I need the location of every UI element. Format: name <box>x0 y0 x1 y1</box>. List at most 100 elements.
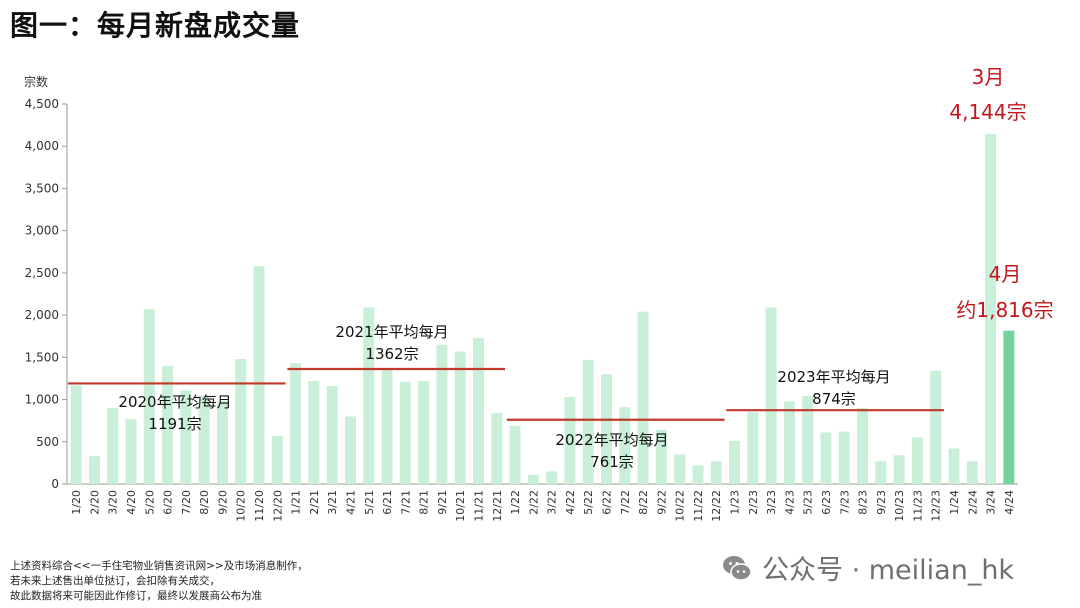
bar-10-21 <box>454 351 466 484</box>
callout-month: 3月 <box>972 65 1005 89</box>
x-tick-label: 9/20 <box>216 490 229 515</box>
x-tick-label: 1/21 <box>290 490 303 515</box>
y-tick-label: 4,500 <box>25 97 59 111</box>
bar-9-22 <box>655 429 667 484</box>
x-tick-label: 11/22 <box>692 490 705 522</box>
x-tick-label: 10/21 <box>454 490 467 522</box>
x-tick-label: 9/22 <box>655 490 668 515</box>
x-tick-label: 6/23 <box>820 490 833 515</box>
bar-10-23 <box>893 455 905 484</box>
bar-6-21 <box>381 368 393 484</box>
x-tick-label: 7/20 <box>180 490 193 515</box>
bar-7-20 <box>180 390 192 484</box>
bar-3-23 <box>765 307 777 484</box>
x-tick-label: 2/20 <box>88 490 101 515</box>
bar-6-23 <box>820 432 832 484</box>
bar-1-22 <box>509 425 521 484</box>
x-tick-label: 4/22 <box>564 490 577 515</box>
bar-7-22 <box>619 407 631 484</box>
average-value-label: 874宗 <box>812 390 856 408</box>
bar-7-21 <box>399 381 411 484</box>
y-tick-label: 3,500 <box>25 181 59 195</box>
x-tick-label: 1/24 <box>948 490 961 515</box>
y-axis-label: 宗数 <box>24 74 48 89</box>
x-tick-label: 12/22 <box>710 490 723 522</box>
x-tick-label: 8/23 <box>857 490 870 515</box>
bar-6-20 <box>162 365 174 484</box>
bar-11-23 <box>911 437 923 484</box>
average-label: 2020年平均每月 <box>118 393 231 411</box>
x-tick-label: 3/20 <box>107 490 120 515</box>
bar-2-21 <box>308 380 320 484</box>
average-value-label: 1362宗 <box>365 345 418 363</box>
x-tick-label: 2/22 <box>527 490 540 515</box>
bar-4-20 <box>125 418 137 484</box>
x-tick-label: 11/23 <box>911 490 924 522</box>
y-tick-label: 500 <box>36 435 59 449</box>
bar-12-22 <box>710 461 722 484</box>
chart-title: 图一：每月新盘成交量 <box>10 9 301 42</box>
bar-5-23 <box>802 396 814 484</box>
bar-12-20 <box>271 435 283 484</box>
bar-1-21 <box>290 363 302 484</box>
bar-1-23 <box>729 440 741 484</box>
bar-3-20 <box>107 408 119 484</box>
x-tick-label: 6/21 <box>381 490 394 515</box>
callout-value: 约1,816宗 <box>956 298 1053 322</box>
x-tick-label: 8/20 <box>198 490 211 515</box>
bar-12-21 <box>491 413 503 484</box>
x-tick-label: 10/20 <box>235 490 248 522</box>
x-tick-label: 4/21 <box>344 490 357 515</box>
x-tick-label: 4/23 <box>783 490 796 515</box>
bar-9-21 <box>436 344 448 484</box>
x-tick-label: 1/23 <box>729 490 742 515</box>
x-tick-label: 3/24 <box>985 490 998 515</box>
bar-9-23 <box>875 461 887 484</box>
bar-4-21 <box>344 416 356 484</box>
y-tick-label: 2,500 <box>25 266 59 280</box>
bar-5-21 <box>363 307 375 484</box>
x-tick-label: 7/21 <box>399 490 412 515</box>
x-tick-label: 4/20 <box>125 490 138 515</box>
footnote-line: 故此数据将来可能因此作修订，最终以发展商公布为准 <box>10 590 262 602</box>
average-label: 2023年平均每月 <box>777 368 890 386</box>
callout-value: 4,144宗 <box>949 100 1026 124</box>
x-tick-label: 2/24 <box>966 490 979 515</box>
x-tick-label: 3/23 <box>765 490 778 515</box>
x-tick-label: 8/21 <box>418 490 431 515</box>
x-tick-label: 1/20 <box>70 490 83 515</box>
bar-4-23 <box>783 401 795 484</box>
bar-3-21 <box>326 386 338 484</box>
bar-11-20 <box>253 266 265 484</box>
bar-6-22 <box>601 374 613 484</box>
x-tick-label: 6/22 <box>601 490 614 515</box>
x-tick-label: 7/23 <box>838 490 851 515</box>
x-tick-label: 1/22 <box>509 490 522 515</box>
bar-4-22 <box>564 397 576 484</box>
bar-9-20 <box>216 401 228 484</box>
x-tick-label: 2/23 <box>747 490 760 515</box>
y-tick-label: 3,000 <box>25 224 59 238</box>
average-value-label: 761宗 <box>590 453 634 471</box>
bar-2-20 <box>88 456 100 484</box>
x-tick-label: 3/22 <box>546 490 559 515</box>
bar-11-21 <box>472 337 484 484</box>
x-tick-label: 2/21 <box>308 490 321 515</box>
bar-5-22 <box>582 359 594 484</box>
y-tick-label: 2,000 <box>25 308 59 322</box>
bar-3-24 <box>985 134 997 484</box>
bar-2-24 <box>966 461 978 484</box>
bar-7-23 <box>838 431 850 484</box>
bar-8-20 <box>198 395 210 484</box>
x-tick-label: 10/23 <box>893 490 906 522</box>
bar-8-23 <box>857 408 869 484</box>
x-tick-label: 4/24 <box>1003 490 1016 515</box>
x-tick-label: 3/21 <box>326 490 339 515</box>
bar-10-22 <box>674 454 686 484</box>
bar-10-20 <box>235 359 247 484</box>
x-tick-label: 9/21 <box>436 490 449 515</box>
bar-3-22 <box>546 471 558 484</box>
y-tick-label: 1,000 <box>25 393 59 407</box>
footnote-line: 上述资料综合<<一手住宅物业销售资讯网>>及市场消息制作， <box>10 560 308 572</box>
x-tick-label: 9/23 <box>875 490 888 515</box>
